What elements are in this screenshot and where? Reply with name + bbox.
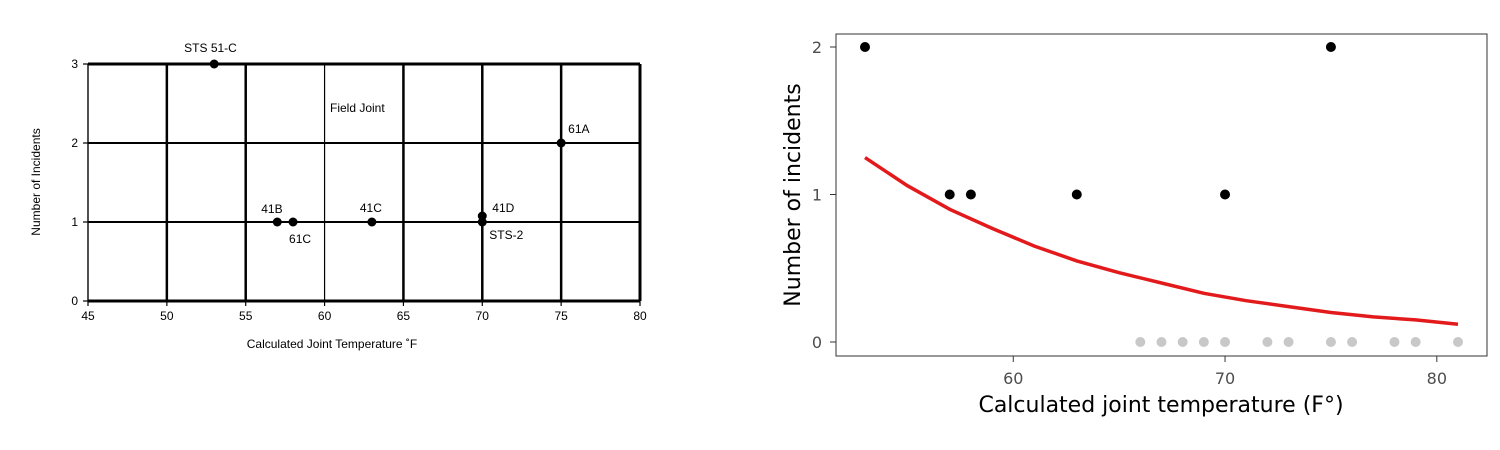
right-y-tick-label: 0 [812,333,822,352]
right-x-tick-label: 70 [1215,369,1235,388]
left-x-tick-label: 80 [633,309,647,323]
left-point-label: 41C [360,201,382,215]
left-y-tick-labels: 0 1 2 3 [71,57,78,308]
left-point-label: STS-2 [489,228,523,242]
left-data-point [272,217,282,227]
left-x-tick-label: 70 [476,309,490,323]
zero-incident-point [1325,337,1336,347]
right-x-tick-labels: 60 70 80 [1003,356,1447,388]
original-chart: 45 50 55 60 65 70 75 80 0 1 2 3 STS 51-C 41B 61C 41C 4… [29,41,647,351]
right-y-axis-title: Number of incidents [781,83,806,306]
left-x-tick-label: 55 [239,309,253,323]
replot-chart: 60 70 80 0 1 2 Calculated joint temperature … [781,33,1488,418]
left-x-tick-label: 50 [160,309,174,323]
right-x-axis-title: Calculated joint temperature (F°) [978,393,1343,418]
left-y-tick-label: 1 [71,215,78,229]
left-x-tick-label: 75 [554,309,568,323]
left-y-axis-title: Number of Incidents [29,128,43,235]
right-x-tick-label: 60 [1003,369,1023,388]
left-grid [83,62,642,306]
zero-incident-point [1135,337,1146,347]
incident-point [944,189,955,200]
incident-point [1220,189,1231,200]
zero-incident-point [1262,337,1273,347]
incident-point [1071,189,1082,200]
zero-incident-point [1198,337,1209,347]
left-data-point [477,217,487,227]
left-point-label: STS 51-C [184,41,237,55]
zero-incident-points [1135,337,1463,347]
zero-incident-point [1453,337,1463,347]
incident-points [860,42,1336,200]
left-data-point [288,217,298,227]
right-y-tick-label: 2 [812,38,822,57]
zero-incident-point [1389,337,1400,347]
fitted-curve [864,156,1459,327]
left-data-point [209,59,219,69]
zero-incident-point [1347,337,1358,347]
right-y-tick-labels: 0 1 2 [812,38,836,352]
zero-incident-point [1410,337,1421,347]
left-x-tick-label: 65 [397,309,411,323]
right-y-tick-label: 1 [812,186,822,205]
incident-point [860,42,870,52]
left-x-tick-labels: 45 50 55 60 65 70 75 80 [81,309,647,323]
left-point-label: 61A [568,122,589,136]
left-point-label: 41D [492,201,514,215]
left-point-label: 61C [289,232,311,246]
zero-incident-point [1220,337,1231,347]
zero-incident-point [1156,337,1167,347]
zero-incident-point [1283,337,1294,347]
right-plot-frame [835,33,1488,357]
left-data-point [556,138,566,148]
left-point-label: 41B [261,202,282,216]
left-data-point [367,217,377,227]
left-points: STS 51-C 41B 61C 41C 41D STS-2 61A [184,41,589,246]
left-x-axis-title: Calculated Joint Temperature ˚F [247,337,418,351]
left-x-tick-label: 45 [81,309,95,323]
left-annotation-field-joint: Field Joint [330,101,385,115]
left-y-tick-label: 0 [71,294,78,308]
incident-point [1325,42,1336,52]
left-y-tick-label: 3 [71,57,78,71]
zero-incident-point [1177,337,1188,347]
right-x-tick-label: 80 [1427,369,1447,388]
incident-point [965,189,976,200]
left-y-tick-label: 2 [71,136,78,150]
left-x-tick-label: 60 [318,309,332,323]
